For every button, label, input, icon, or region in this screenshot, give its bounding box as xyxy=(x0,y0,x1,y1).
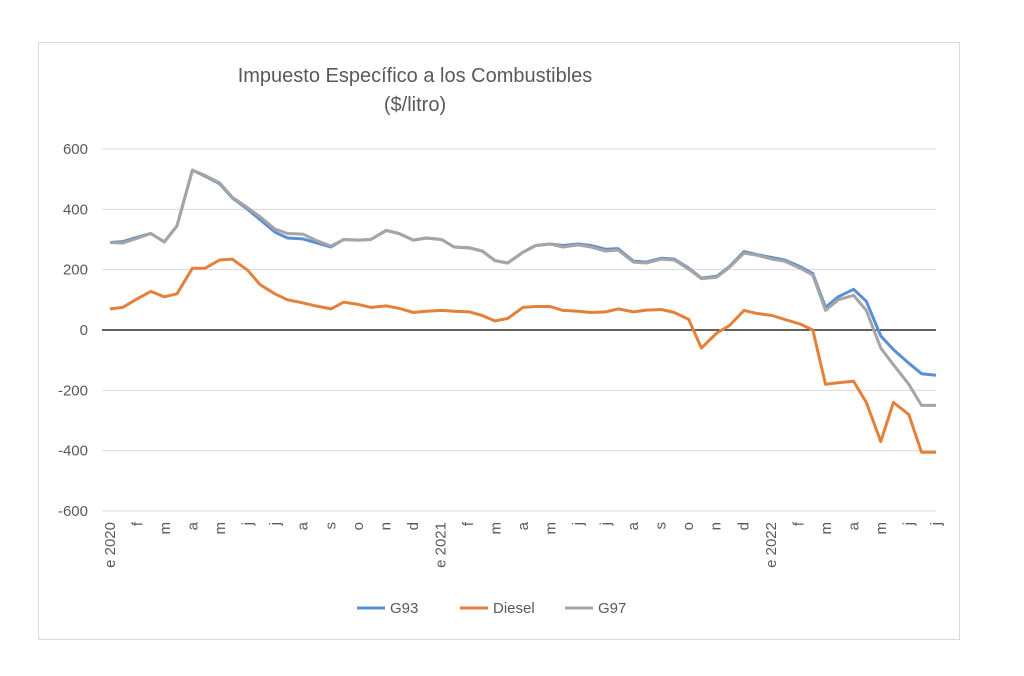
chart-subtitle: ($/litro) xyxy=(384,94,446,116)
y-tick-label: 200 xyxy=(63,262,88,279)
x-tick-label: d xyxy=(405,522,422,530)
y-tick-label: -600 xyxy=(58,503,88,520)
x-tick-label: s xyxy=(653,522,670,530)
x-tick-label: e 2022 xyxy=(763,522,780,568)
x-tick-label: m xyxy=(543,522,560,535)
legend-label: G93 xyxy=(390,600,418,617)
x-tick-label: f xyxy=(460,521,477,526)
x-tick-label: m xyxy=(873,522,890,535)
x-tick-label: a xyxy=(515,521,532,530)
series-line-g93 xyxy=(109,168,937,377)
legend-label: Diesel xyxy=(493,600,535,617)
series-line-g97 xyxy=(109,168,936,407)
x-tick-label: j xyxy=(598,522,615,526)
x-tick-label: j xyxy=(900,522,917,526)
x-tick-label: a xyxy=(295,521,312,530)
x-tick-label: j xyxy=(570,522,587,526)
y-tick-label: 400 xyxy=(63,201,88,218)
legend-label: G97 xyxy=(598,600,626,617)
x-tick-label: j xyxy=(928,522,945,526)
x-tick-label: n xyxy=(708,522,725,530)
y-tick-label: -400 xyxy=(58,443,88,460)
x-tick-label: a xyxy=(185,521,202,530)
x-tick-label: a xyxy=(625,521,642,530)
x-tick-label: j xyxy=(267,522,284,526)
y-tick-label: 0 xyxy=(80,322,88,339)
x-tick-label: e 2021 xyxy=(432,522,449,568)
x-tick-label: f xyxy=(130,521,147,526)
y-tick-label: 600 xyxy=(63,141,88,158)
x-tick-label: o xyxy=(680,522,697,530)
x-tick-label: m xyxy=(818,522,835,535)
x-tick-label: e 2020 xyxy=(102,522,119,568)
x-tick-label: d xyxy=(735,522,752,530)
x-tick-label: m xyxy=(212,522,229,535)
x-tick-label: a xyxy=(845,521,862,530)
x-tick-label: s xyxy=(322,522,339,530)
x-tick-label: n xyxy=(377,522,394,530)
chart-area xyxy=(38,42,960,640)
x-tick-label: j xyxy=(240,522,257,526)
chart-title: Impuesto Específico a los Combustibles xyxy=(238,65,593,87)
x-tick-label: m xyxy=(487,522,504,535)
series-line-diesel xyxy=(109,257,936,454)
x-tick-label: m xyxy=(157,522,174,535)
y-tick-label: -200 xyxy=(58,382,88,399)
x-tick-label: o xyxy=(350,522,367,530)
x-tick-label: f xyxy=(790,521,807,526)
